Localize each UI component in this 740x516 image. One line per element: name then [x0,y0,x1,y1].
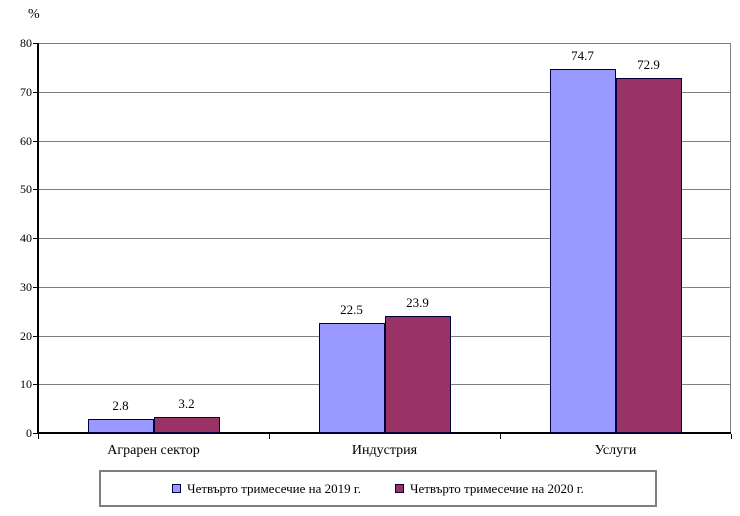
x-axis [37,432,731,434]
bar-s2-c1 [153,417,220,433]
gridline [38,140,731,142]
bar-s2-c3 [615,77,682,433]
y-axis-tick [33,43,38,44]
y-axis-tick [33,433,38,434]
legend-swatch-icon [395,484,404,493]
legend-swatch-icon [172,484,182,493]
x-axis-tick [731,434,732,439]
gridline [38,189,731,191]
legend-item-series2: Четвърто тримесечие на 2020 г. [395,481,584,497]
bar-value-label: 2.8 [112,398,129,414]
legend-label: Четвърто тримесечие на 2019 г. [187,480,361,496]
y-axis-tick-label: 10 [20,377,32,392]
legend-label: Четвърто тримесечие на 2020 г. [410,480,584,496]
y-axis-tick-label: 80 [20,36,32,50]
x-category-label: Услуги [594,443,637,458]
y-axis-tick [33,91,38,93]
gridline [38,286,731,288]
legend-item-series1: Четвърто тримесечие на 2019 г. [172,481,361,497]
y-axis-tick-label: 60 [20,133,32,148]
x-category-label: Аграрен сектор [107,443,200,458]
bar-s2-c2 [384,316,451,433]
bar-value-label: 22.5 [340,302,363,318]
y-axis-tick [33,335,38,337]
y-axis-unit-label: % [28,7,40,22]
x-axis-tick [269,434,270,439]
bar-value-label: 74.7 [571,47,594,63]
y-axis-tick-label: 40 [20,231,32,245]
legend: Четвърто тримесечие на 2019 г. Четвърто т… [99,470,657,507]
bar-s1-c1 [87,419,154,433]
y-axis-tick [33,140,38,142]
bar-value-label: 3.2 [178,396,195,412]
x-category-label: Индустрия [351,443,418,458]
y-axis-tick [33,189,38,191]
x-axis-tick [38,434,39,439]
bar-s1-c2 [318,323,385,433]
y-axis-tick [33,384,38,386]
bar-value-label: 23.9 [406,295,429,311]
y-axis-tick [33,238,38,239]
gridline [38,238,731,239]
bar-s1-c3 [549,68,616,433]
bar-value-label: 72.9 [637,56,660,72]
y-axis-tick-label: 0 [26,426,32,440]
y-axis-tick-label: 30 [20,279,32,294]
y-axis-tick-label: 70 [20,84,32,99]
y-axis [37,43,39,433]
y-axis-tick-label: 20 [20,328,32,343]
x-axis-tick [500,434,501,439]
y-axis-tick [33,286,38,288]
gridline [38,91,731,93]
y-axis-tick-label: 50 [20,182,32,197]
